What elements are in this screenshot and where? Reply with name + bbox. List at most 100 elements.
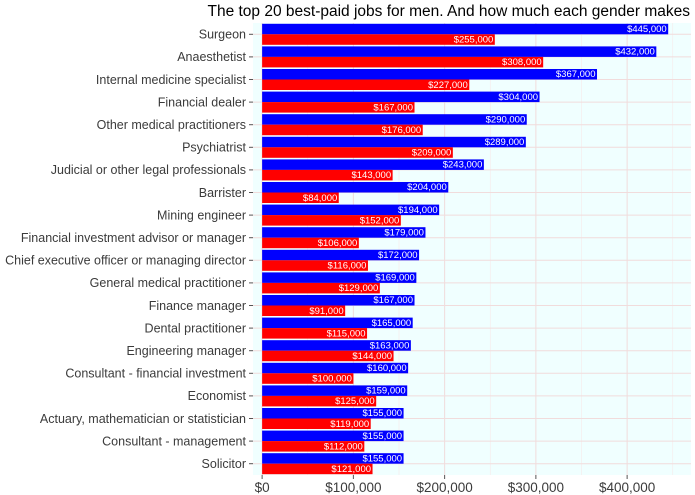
bar-men bbox=[262, 23, 669, 35]
category-label: Economist bbox=[188, 389, 247, 403]
bar-men bbox=[262, 385, 408, 396]
category-label: Other medical practitioners bbox=[97, 118, 246, 132]
bar-women bbox=[262, 102, 415, 113]
plot-background bbox=[253, 23, 691, 475]
data-label-women: $129,000 bbox=[339, 283, 379, 294]
category-label: Engineering manager bbox=[126, 344, 246, 358]
data-label-men: $204,000 bbox=[407, 182, 447, 193]
data-label-women: $121,000 bbox=[331, 464, 371, 475]
data-label-men: $167,000 bbox=[373, 295, 413, 306]
category-label: Consultant - financial investment bbox=[65, 367, 246, 381]
bar-men bbox=[262, 340, 411, 351]
bar-women bbox=[262, 169, 393, 181]
category-label: Financial dealer bbox=[158, 95, 246, 109]
x-tick-label: $400,000 bbox=[599, 480, 655, 495]
bar-women bbox=[262, 124, 423, 136]
bar-men bbox=[262, 272, 417, 283]
data-label-women: $119,000 bbox=[330, 419, 369, 430]
bar-men bbox=[262, 182, 449, 193]
bars bbox=[262, 23, 669, 475]
bar-men bbox=[262, 295, 415, 306]
data-label-men: $160,000 bbox=[367, 363, 407, 374]
bar-men bbox=[262, 362, 409, 374]
bar-women bbox=[262, 56, 544, 68]
bar-men bbox=[262, 249, 420, 261]
data-label-women: $84,000 bbox=[303, 193, 337, 204]
bar-men bbox=[262, 159, 484, 170]
category-label: Financial investment advisor or manager bbox=[21, 231, 246, 245]
data-label-men: $155,000 bbox=[362, 453, 402, 464]
data-label-men: $289,000 bbox=[485, 137, 525, 148]
bar-women bbox=[262, 328, 368, 339]
category-label: Finance manager bbox=[149, 299, 246, 313]
data-label-men: $304,000 bbox=[498, 92, 538, 103]
category-label: Dental practitioner bbox=[145, 321, 246, 335]
bar-women bbox=[262, 79, 470, 90]
data-label-men: $163,000 bbox=[370, 340, 410, 351]
data-label-women: $152,000 bbox=[360, 215, 400, 226]
category-label: Surgeon bbox=[199, 28, 246, 42]
data-label-women: $176,000 bbox=[382, 125, 422, 136]
category-label: Barrister bbox=[199, 186, 246, 200]
bar-men bbox=[262, 227, 426, 238]
data-label-women: $116,000 bbox=[328, 261, 367, 272]
category-label: Judicial or other legal professionals bbox=[51, 163, 246, 177]
data-label-men: $169,000 bbox=[375, 273, 415, 284]
x-tick-label: $300,000 bbox=[508, 480, 564, 495]
bar-women bbox=[262, 418, 371, 429]
bar-women bbox=[262, 147, 453, 158]
data-label-men: $290,000 bbox=[486, 114, 526, 125]
x-axis: $0 $100,000 $200,000 $300,000 $400,000 bbox=[255, 475, 655, 495]
data-label-women: $125,000 bbox=[335, 396, 375, 407]
bar-men bbox=[262, 204, 440, 216]
x-tick-label: $100,000 bbox=[325, 480, 381, 495]
data-label-women: $143,000 bbox=[351, 170, 391, 181]
bar-women bbox=[262, 395, 377, 407]
bar-women bbox=[262, 215, 401, 226]
category-label: Internal medicine specialist bbox=[96, 73, 247, 87]
chart-title: The top 20 best-paid jobs for men. And h… bbox=[207, 3, 690, 20]
data-label-men: $432,000 bbox=[615, 47, 655, 58]
category-labels: Surgeon Anaesthetist Internal medicine spe… bbox=[5, 28, 253, 471]
category-label: Solicitor bbox=[202, 457, 246, 471]
bar-women bbox=[262, 463, 373, 475]
data-label-women: $209,000 bbox=[412, 148, 452, 159]
x-tick-label: $0 bbox=[255, 480, 270, 495]
bar-women bbox=[262, 260, 368, 271]
bar-men bbox=[262, 430, 404, 442]
bar-men bbox=[262, 136, 526, 148]
data-label-men: $243,000 bbox=[443, 160, 483, 171]
data-label-women: $167,000 bbox=[373, 102, 413, 113]
category-label: Anaesthetist bbox=[177, 50, 246, 64]
bar-women bbox=[262, 350, 394, 362]
category-label: Psychiatrist bbox=[182, 141, 246, 155]
data-label-men: $194,000 bbox=[398, 205, 438, 216]
bar-men bbox=[262, 69, 598, 80]
bar-men bbox=[262, 91, 540, 103]
bar-women bbox=[262, 305, 346, 316]
data-label-men: $179,000 bbox=[384, 227, 424, 238]
x-tick-label: $200,000 bbox=[416, 480, 472, 495]
bar-men bbox=[262, 317, 413, 329]
category-label: Actuary, mathematician or statistician bbox=[40, 412, 246, 426]
data-label-men: $159,000 bbox=[366, 386, 406, 397]
data-label-men: $367,000 bbox=[556, 69, 596, 80]
data-label-men: $165,000 bbox=[372, 318, 412, 329]
data-label-women: $112,000 bbox=[324, 441, 363, 452]
category-label: Mining engineer bbox=[157, 208, 246, 222]
bar-men bbox=[262, 114, 527, 125]
data-label-men: $155,000 bbox=[362, 431, 402, 442]
bar-women bbox=[262, 282, 380, 294]
data-label-men: $172,000 bbox=[378, 250, 418, 261]
data-label-women: $91,000 bbox=[309, 306, 343, 317]
data-label-women: $255,000 bbox=[454, 35, 494, 46]
data-label-women: $308,000 bbox=[502, 57, 542, 68]
category-label: Chief executive officer or managing dire… bbox=[5, 254, 246, 268]
data-label-men: $445,000 bbox=[627, 24, 667, 35]
bar-women bbox=[262, 373, 354, 384]
bar-men bbox=[262, 453, 404, 464]
bar-men bbox=[262, 46, 657, 57]
category-label: General medical practitioner bbox=[90, 276, 246, 290]
data-label-women: $144,000 bbox=[352, 351, 392, 362]
